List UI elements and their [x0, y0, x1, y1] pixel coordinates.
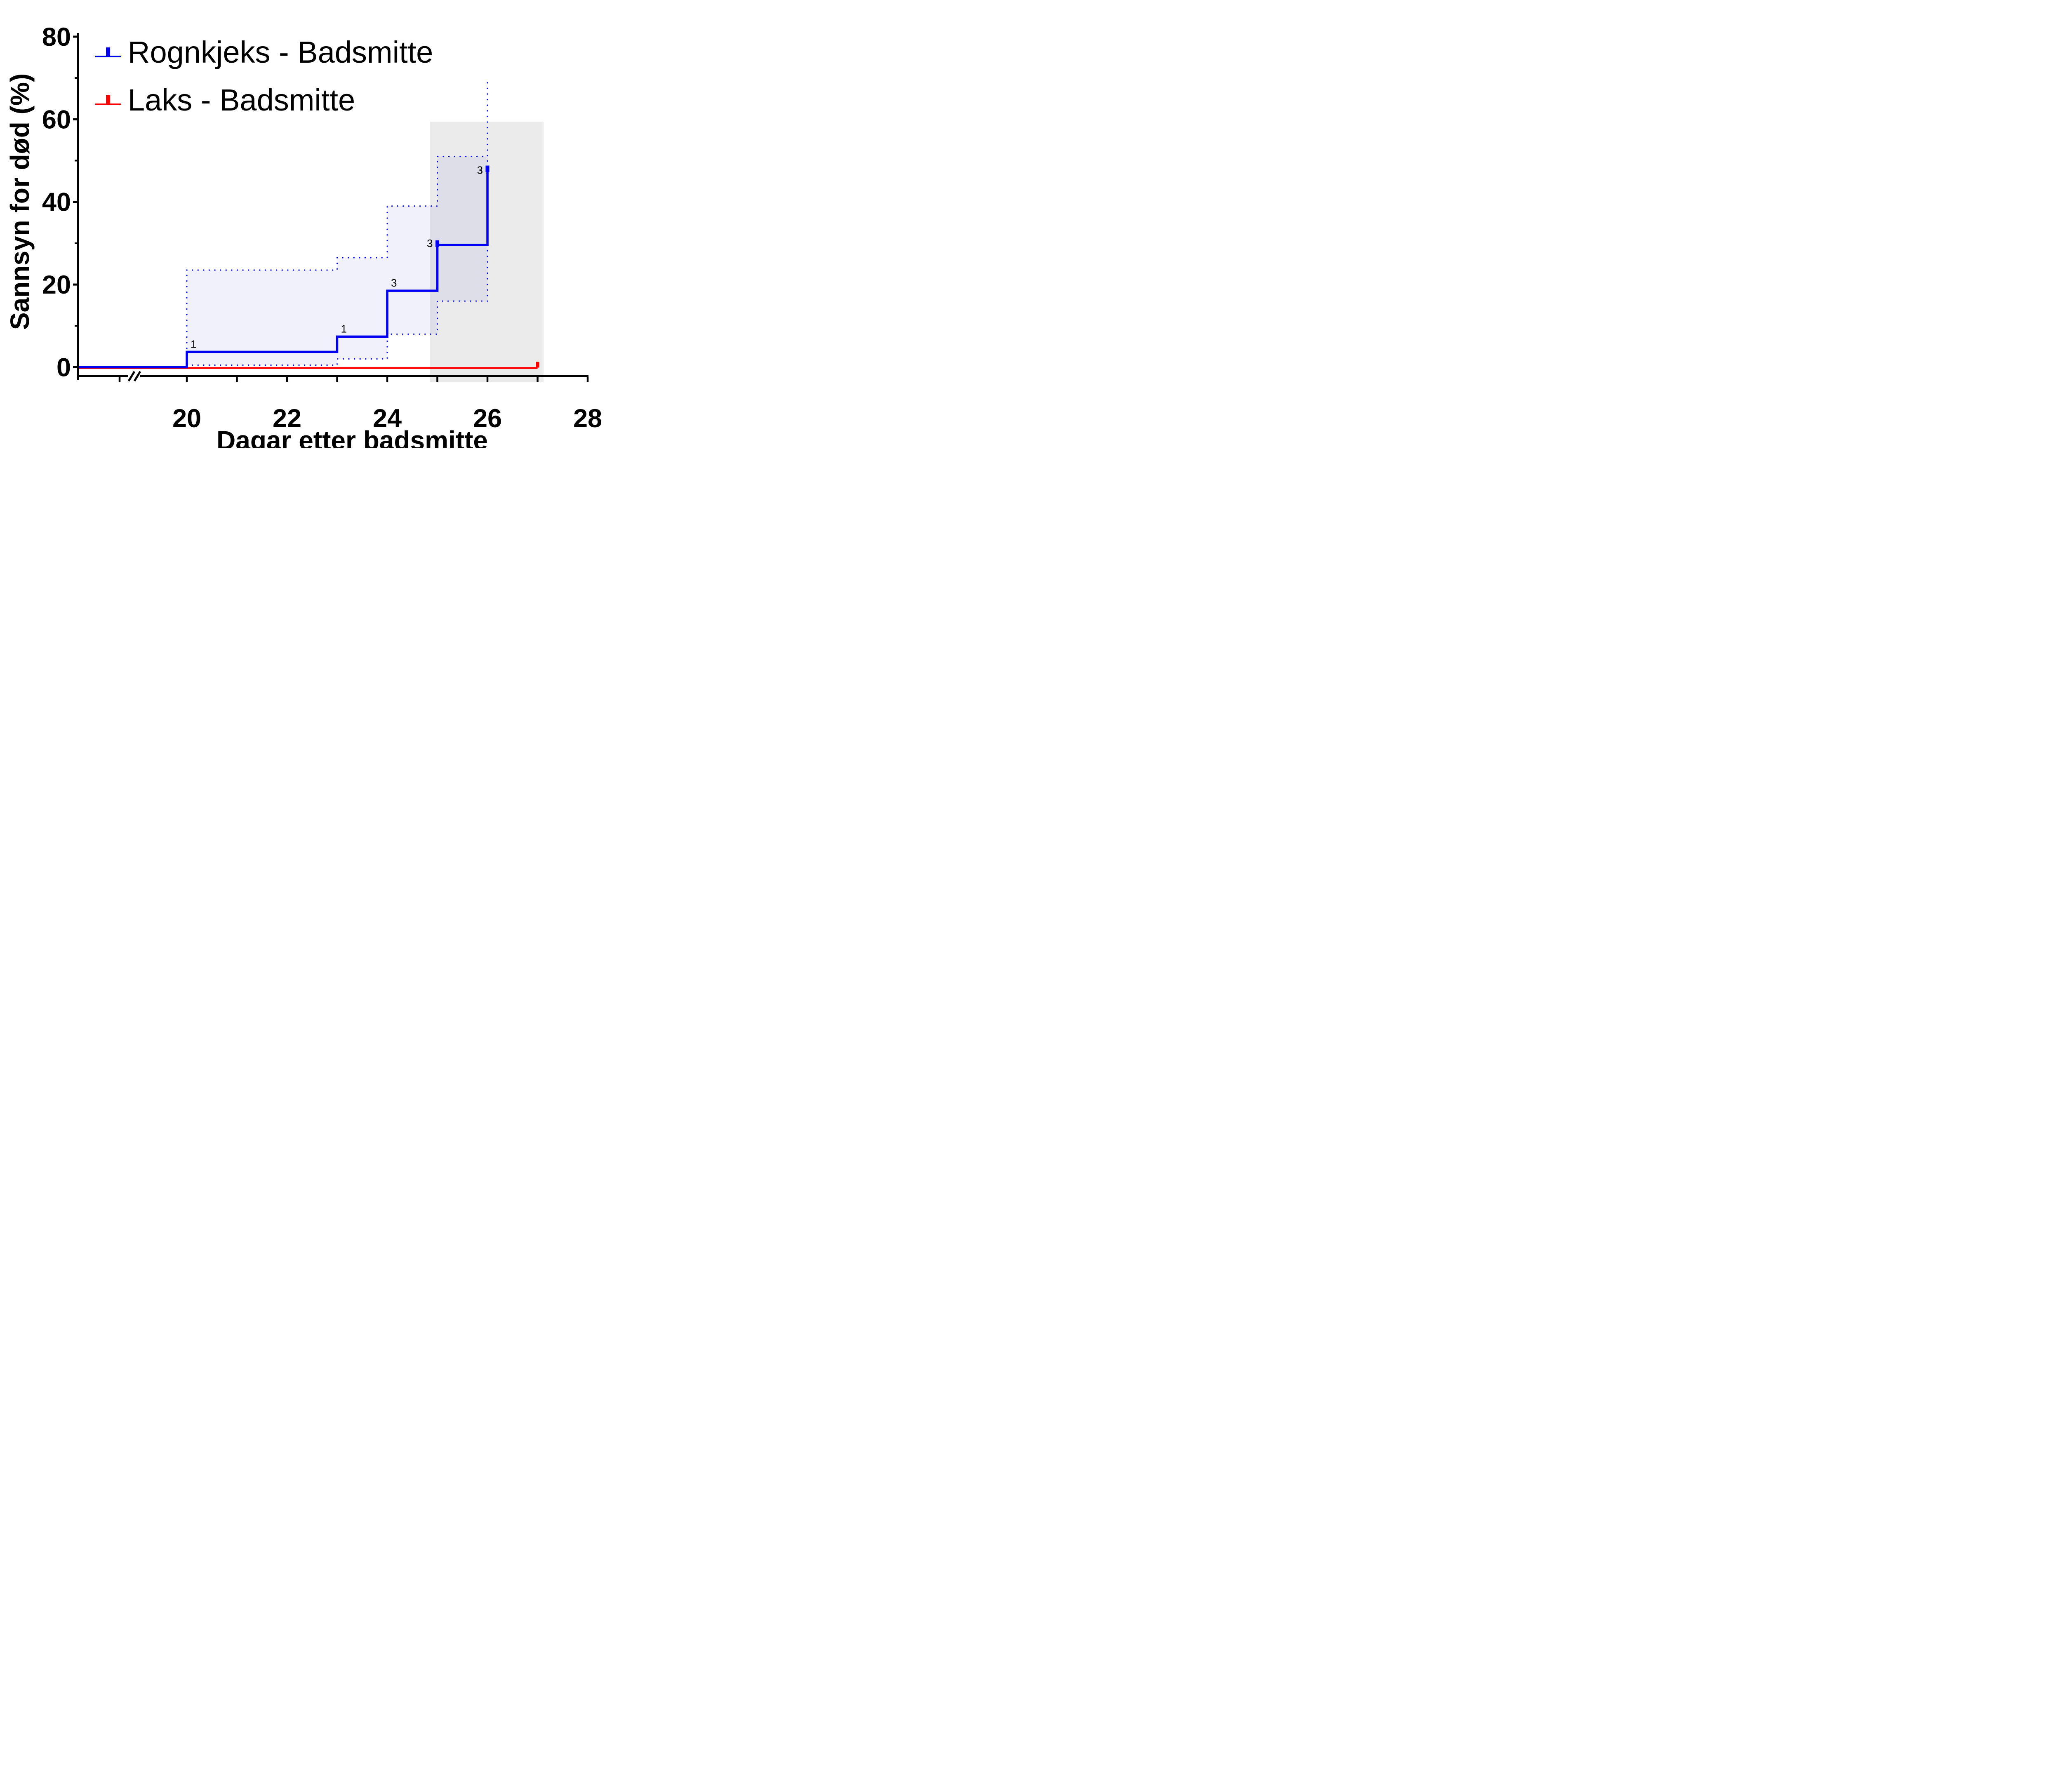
x-tick-label: 26	[473, 404, 502, 433]
axis-break-slash	[127, 371, 136, 382]
rognkjeks-censor-mark	[435, 240, 439, 247]
x-axis-title: Dagar etter badsmitte	[217, 426, 488, 448]
y-tick-label: 40	[42, 188, 71, 217]
event-count-label: 1	[341, 322, 347, 335]
confidence-band-fill	[187, 156, 487, 365]
legend-label-rognkjeks: Rognkjeks - Badsmitte	[128, 35, 433, 69]
chart-canvas: 1 1 3 3 3 20 22 24 26 28 0 20 40 60 80	[42, 23, 602, 433]
legend-item-laks: Laks - Badsmitte	[95, 81, 355, 119]
x-tick-label: 20	[172, 404, 201, 433]
censor-tick-icon	[95, 95, 121, 105]
ci-upper-dotted	[186, 77, 488, 271]
rognkjeks-censor-mark	[485, 165, 490, 172]
y-axis-title: Sannsyn for død (%)	[5, 73, 35, 330]
survival-chart-figure: 1 1 3 3 3 20 22 24 26 28 0 20 40 60 80 Sannsyn for død…	[0, 0, 615, 448]
y-tick-label: 0	[56, 353, 71, 382]
legend-item-rognkjeks: Rognkjeks - Badsmitte	[95, 33, 433, 71]
y-tick-label: 80	[42, 23, 71, 52]
event-count-label: 1	[191, 338, 196, 350]
rognkjeks-step-line	[78, 170, 489, 369]
x-tick-label: 22	[273, 404, 301, 433]
ci-lower-dotted	[186, 155, 488, 366]
laks-censor-mark	[536, 362, 539, 368]
censor-tick-icon	[95, 47, 121, 57]
event-count-label: 3	[427, 237, 433, 249]
x-tick-label: 28	[573, 404, 602, 433]
y-tick-label: 20	[42, 270, 71, 299]
y-tick-label: 60	[42, 105, 71, 134]
shaded-time-window	[430, 122, 544, 382]
event-count-label: 3	[391, 277, 397, 289]
legend-label-laks: Laks - Badsmitte	[128, 83, 355, 117]
axis-break-slash	[133, 371, 141, 382]
x-tick-label: 24	[373, 404, 402, 433]
event-count-label: 3	[477, 164, 483, 176]
